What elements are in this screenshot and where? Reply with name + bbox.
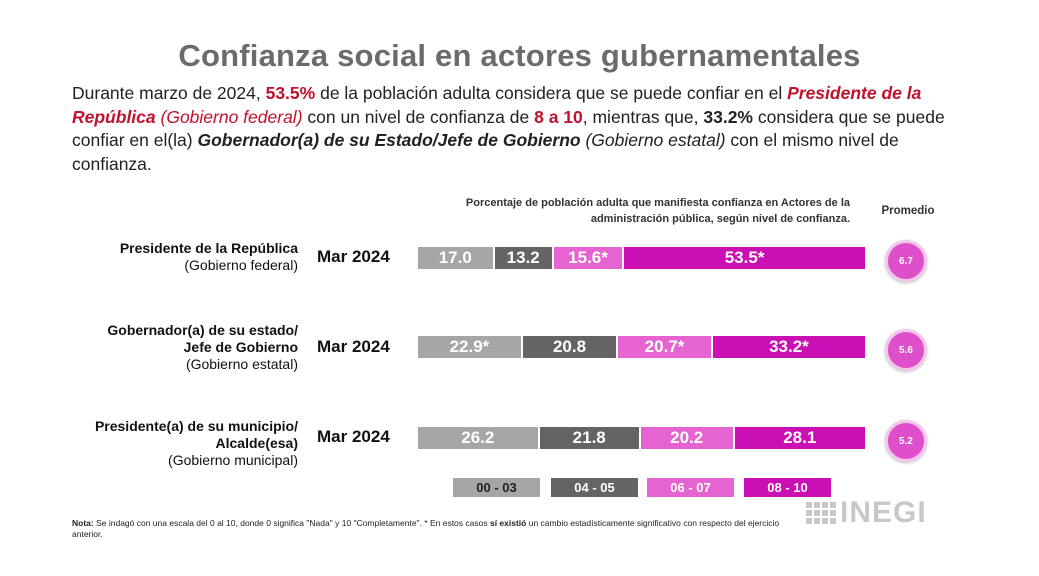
actor-name: Presidente(a) de su municipio/ (94, 418, 298, 434)
data-label: 17.0 (438, 248, 472, 267)
actor-name-line2: Alcalde(esa) (215, 435, 298, 451)
promedio-header: Promedio (881, 205, 935, 217)
intro-level-estatal: (Gobierno estatal) (580, 130, 726, 150)
data-label: 22.9* (449, 337, 490, 356)
stacked-bar-municipal: 26.2 21.8 20.2 28.1 (418, 427, 865, 449)
legend-item-0810: 08 - 10 (744, 478, 831, 497)
legend-item-0607: 06 - 07 (647, 478, 734, 497)
intro-pct-estatal: 33.2% (703, 106, 753, 127)
segment-04-05: 21.8 (539, 427, 641, 449)
intro-paragraph: Durante marzo de 2024, 53.5% de la pobla… (72, 82, 952, 176)
segment-04-05: 13.2 (494, 247, 554, 269)
data-label: 26.2 (461, 428, 495, 447)
segment-04-05: 20.8 (522, 336, 619, 358)
actor-level: (Gobierno municipal) (168, 452, 298, 468)
actor-level: (Gobierno federal) (184, 257, 298, 273)
page-title: Confianza social en actores gubernamenta… (178, 38, 861, 73)
intro-actor-estatal: Gobernador(a) de su Estado/Jefe de Gobie… (197, 130, 581, 150)
data-label: 20.7* (644, 337, 685, 356)
actor-name: Gobernador(a) de su estado/ (107, 322, 298, 338)
actor-label-estatal: Gobernador(a) de su estado/ Jefe de Gobi… (107, 322, 298, 373)
segment-08-10: 28.1 (734, 427, 865, 449)
data-label: 21.8 (572, 428, 606, 447)
intro-pct-federal: 53.5% (265, 83, 316, 103)
chart-caption: Porcentaje de población adulta que manif… (465, 197, 850, 225)
intro-actor-federal: Presidente de la República (72, 83, 922, 127)
promedio-bubble: 5.6 (885, 329, 927, 371)
intro-text: con el mismo nivel de confianza. (72, 130, 899, 174)
footnote-label: Nota: (72, 518, 94, 528)
period-label: Mar 2024 (317, 247, 390, 266)
segment-08-10: 53.5* (624, 247, 865, 269)
segment-00-03: 26.2 (418, 427, 540, 449)
stacked-bar-estatal: 22.9* 20.8 20.7* 33.2* (418, 336, 865, 358)
legend-label: 06 - 07 (670, 480, 711, 495)
intro-range: 8 a 10 (534, 106, 583, 127)
data-label: 20.2 (670, 428, 704, 447)
segment-00-03: 17.0 (418, 247, 495, 269)
footnote: Nota: Se indagó con una escala del 0 al … (72, 518, 792, 540)
legend-label: 00 - 03 (476, 480, 517, 495)
intro-text: , mientras que, (582, 106, 704, 127)
data-label: 13.2 (506, 248, 540, 267)
actor-label-municipal: Presidente(a) de su municipio/ Alcalde(e… (95, 418, 298, 469)
actor-label-federal: Presidente de la República (Gobierno fed… (120, 240, 298, 274)
footnote-text: un cambio estadísticamente significativo… (72, 518, 780, 539)
footnote-text: Se indagó con una escala del 0 al 10, do… (93, 518, 490, 528)
actor-name: Presidente de la República (119, 240, 298, 256)
footnote-emphasis: sí existió (489, 518, 527, 528)
legend-item-0003: 00 - 03 (453, 478, 540, 497)
intro-text: Durante marzo de 2024, (72, 83, 266, 103)
intro-text: con un nivel de confianza de (302, 106, 535, 127)
promedio-bubble: 5.2 (885, 420, 927, 462)
data-label: 20.8 (552, 337, 587, 356)
segment-08-10: 33.2* (712, 336, 865, 358)
intro-text: de la población adulta considera que se … (315, 83, 788, 103)
intro-text: considera que se puede confiar en el(la) (72, 106, 945, 151)
segment-06-07: 20.2 (640, 427, 735, 449)
data-label: 28.1 (783, 428, 817, 447)
legend-label: 04 - 05 (574, 480, 615, 495)
intro-level-federal: (Gobierno federal) (155, 106, 303, 127)
legend-item-0405: 04 - 05 (551, 478, 638, 497)
actor-level: (Gobierno estatal) (185, 356, 298, 372)
inegi-logo-icon (806, 502, 836, 524)
data-label: 33.2* (769, 337, 809, 356)
inegi-logo: INEGI (806, 496, 927, 530)
period-label: Mar 2024 (317, 427, 390, 446)
actor-name-line2: Jefe de Gobierno (183, 339, 298, 355)
segment-06-07: 20.7* (618, 336, 713, 358)
stacked-bar-federal: 17.0 13.2 15.6* 53.5* (418, 247, 865, 269)
period-label: Mar 2024 (317, 337, 390, 356)
promedio-bubble: 6.7 (885, 240, 927, 282)
legend-label: 08 - 10 (767, 480, 808, 495)
data-label: 15.6* (568, 248, 608, 267)
segment-06-07: 15.6* (553, 247, 625, 269)
inegi-logo-text: INEGI (840, 496, 927, 529)
data-label: 53.5* (724, 248, 765, 267)
segment-00-03: 22.9* (418, 336, 523, 358)
